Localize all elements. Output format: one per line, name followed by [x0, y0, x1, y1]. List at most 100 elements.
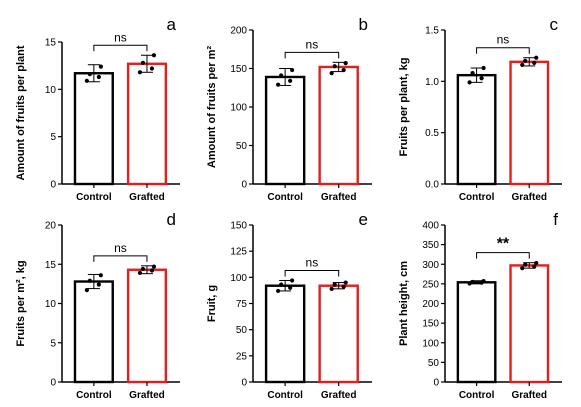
- y-tick-label: 0: [433, 378, 439, 389]
- y-tick-label: 0: [50, 378, 56, 389]
- bar-grafted: [318, 65, 359, 186]
- data-point: [137, 70, 143, 75]
- y-axis-title: Fruits per plant, kg: [398, 57, 410, 156]
- data-point: [84, 78, 89, 83]
- data-point: [467, 80, 472, 85]
- significance-label: ns: [306, 37, 319, 51]
- significance-bracket: [93, 255, 148, 262]
- y-tick-label: 15: [45, 260, 57, 271]
- data-point: [329, 286, 334, 291]
- x-tick-label: Control: [267, 390, 303, 401]
- data-point: [341, 284, 346, 289]
- x-tick-label: Control: [76, 192, 112, 203]
- y-tick-label: 10: [45, 299, 57, 310]
- bar-grafted: [126, 268, 168, 384]
- x-tick-label: Grafted: [321, 192, 357, 203]
- y-tick-label: 50: [236, 325, 248, 336]
- significance-bracket: [476, 47, 530, 54]
- data-point: [534, 260, 539, 266]
- y-tick-label: 0: [50, 180, 56, 191]
- significance-bracket: [93, 44, 148, 52]
- panel-d: 0 5 10 15 20 Fruits per m², kg Control Grafted n…: [15, 210, 180, 401]
- bar-control: [264, 284, 306, 384]
- y-tick-label: 250: [422, 279, 439, 290]
- x-tick-label: Grafted: [511, 390, 547, 401]
- data-point: [470, 279, 475, 285]
- data-point: [332, 282, 337, 287]
- significance-label: **: [497, 236, 510, 253]
- y-tick-label: 200: [230, 26, 247, 37]
- y-tick-label: 200: [422, 299, 439, 310]
- y-tick-label: 125: [230, 247, 247, 258]
- data-point: [87, 278, 92, 283]
- bar-grafted: [509, 264, 550, 384]
- data-point: [149, 268, 155, 273]
- y-tick-label: 0: [241, 378, 247, 389]
- bar-control: [73, 72, 114, 186]
- y-tick-label: 25: [236, 351, 248, 362]
- y-axis-title: Amount of fruits per m²: [206, 46, 218, 169]
- data-point: [87, 72, 92, 77]
- y-tick-label: 100: [422, 338, 439, 349]
- y-tick-label: 400: [422, 221, 439, 232]
- significance-label: ns: [114, 241, 127, 255]
- significance-bracket: [284, 51, 340, 59]
- panel-letter: a: [167, 15, 177, 34]
- data-point: [149, 66, 155, 71]
- data-point: [290, 278, 295, 283]
- y-tick-label: 150: [422, 319, 439, 330]
- y-tick-label: 350: [422, 240, 439, 251]
- data-point: [279, 282, 284, 287]
- panel-letter: b: [359, 15, 368, 34]
- significance-label: ns: [497, 33, 510, 47]
- x-tick-label: Control: [76, 390, 112, 401]
- y-tick-label: 1.5: [425, 26, 439, 37]
- data-point: [290, 67, 295, 73]
- significance-label: ns: [306, 255, 319, 269]
- y-tick-label: 20: [45, 221, 57, 232]
- bar-grafted: [509, 60, 550, 186]
- bar-control: [264, 75, 306, 186]
- x-tick-label: Control: [459, 390, 495, 401]
- y-tick-label: 100: [230, 273, 247, 284]
- panel-f: 0 50 100 150 200 250 300 350 400 Plant height, cm…: [398, 210, 562, 401]
- y-tick-label: 50: [428, 358, 440, 369]
- bar-grafted: [126, 62, 168, 186]
- data-point: [481, 65, 486, 71]
- bar-control: [73, 280, 114, 384]
- y-tick-label: 0: [241, 180, 247, 191]
- data-point: [151, 264, 157, 269]
- data-point: [341, 67, 346, 73]
- data-point: [140, 266, 146, 272]
- data-point: [276, 288, 281, 294]
- y-tick-label: 10: [45, 85, 57, 96]
- significance-label: ns: [114, 30, 127, 44]
- y-tick-label: 75: [236, 299, 248, 310]
- data-point: [276, 82, 281, 87]
- data-point: [523, 262, 528, 267]
- y-tick-label: 15: [45, 38, 57, 49]
- y-tick-label: 0.0: [425, 180, 439, 191]
- data-point: [532, 60, 537, 65]
- y-tick-label: 0.5: [425, 128, 439, 139]
- x-tick-label: Control: [459, 192, 495, 203]
- panel-letter: e: [359, 210, 368, 229]
- panel-letter: c: [550, 15, 559, 34]
- y-axis-title: Fruit, g: [206, 285, 218, 322]
- data-point: [329, 71, 334, 76]
- data-point: [343, 61, 348, 66]
- data-point: [98, 64, 103, 69]
- x-tick-label: Grafted: [321, 390, 357, 401]
- data-point: [532, 264, 537, 269]
- data-point: [332, 64, 337, 69]
- data-point: [534, 55, 539, 60]
- data-point: [98, 273, 103, 278]
- significance-bracket: [476, 252, 530, 259]
- data-point: [520, 62, 525, 68]
- data-point: [137, 270, 143, 275]
- data-point: [520, 266, 525, 271]
- y-tick-label: 50: [236, 141, 248, 152]
- significance-bracket: [284, 269, 340, 277]
- y-tick-label: 150: [230, 64, 247, 75]
- data-point: [288, 78, 293, 83]
